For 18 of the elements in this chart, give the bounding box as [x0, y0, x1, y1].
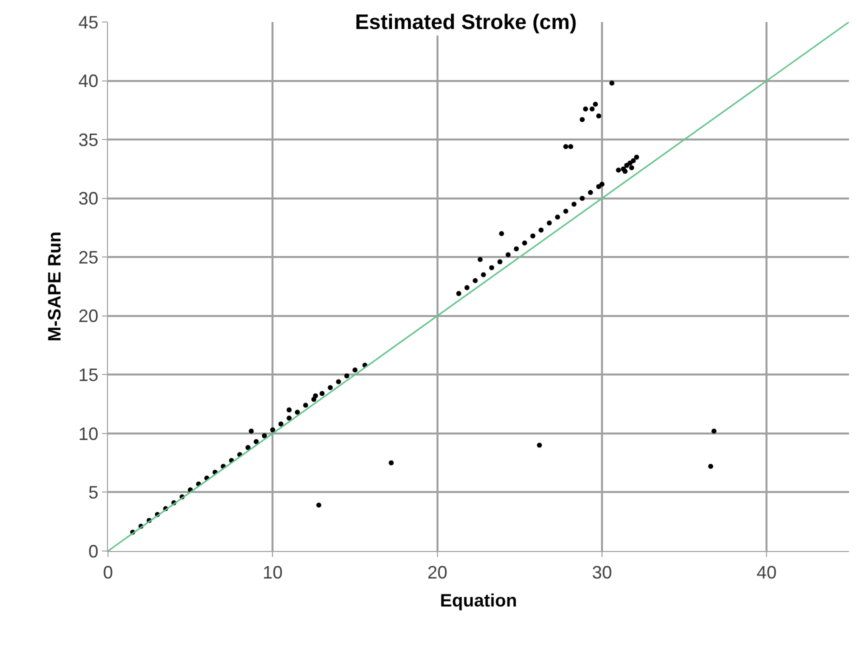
y-tick-label: 25 [78, 247, 98, 268]
y-tick-label: 20 [78, 306, 98, 326]
y-tick-label: 15 [78, 364, 98, 385]
y-tick-label: 35 [78, 130, 98, 150]
x-tick-label: 40 [756, 562, 777, 583]
chart-title: Estimated Stroke (cm) [355, 11, 577, 34]
y-tick-label: 0 [88, 541, 98, 562]
x-tick-label: 10 [262, 562, 283, 583]
y-tick-label: 5 [88, 482, 98, 503]
y-tick-label: 40 [78, 71, 98, 92]
y-tick-label: 10 [78, 424, 98, 444]
x-tick-label: 0 [102, 562, 114, 583]
y-axis-title: M-SAPE Run [44, 232, 65, 342]
x-tick-label: 20 [427, 562, 448, 583]
y-tick-label: 45 [78, 12, 98, 32]
x-axis-title: Equation [440, 590, 517, 611]
x-tick-label: 30 [592, 562, 612, 583]
y-tick-label: 30 [78, 188, 98, 209]
